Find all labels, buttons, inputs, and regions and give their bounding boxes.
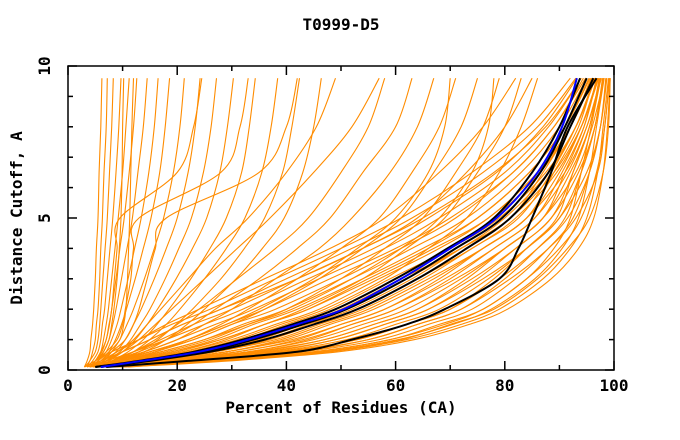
x-tick-label: 100: [600, 376, 629, 395]
model-curves-orange-path: [92, 77, 590, 368]
model-curves-orange-path: [117, 78, 607, 368]
model-curves-orange-path: [106, 78, 500, 368]
model-curves-orange-path: [100, 78, 479, 368]
y-tick-label: 5: [35, 213, 54, 223]
model-curves-orange-path: [89, 77, 517, 368]
model-curves-orange-path: [86, 78, 114, 368]
model-curves-orange-path: [89, 78, 138, 368]
model-curves-orange-path: [95, 78, 386, 368]
x-axis-label: Percent of Residues (CA): [225, 398, 456, 417]
model-curves-orange-path: [89, 78, 203, 368]
axis-ticks: [67, 65, 615, 371]
y-tick-label: 0: [35, 365, 54, 375]
x-tick-label: 20: [168, 376, 187, 395]
model-curves-orange-path: [97, 78, 595, 368]
model-curves-orange-path: [89, 78, 135, 368]
model-curves-orange-path: [86, 78, 122, 368]
model-curves-orange-path: [83, 78, 103, 368]
chart-title: T0999-D5: [302, 15, 379, 34]
x-tick-label: 60: [386, 376, 405, 395]
model-curves-orange-path: [117, 78, 605, 368]
model-curves-orange-path: [95, 78, 451, 368]
model-curves-orange-path: [114, 78, 602, 368]
model-curves-orange-path: [106, 78, 522, 368]
model-curves-orange: [83, 77, 611, 368]
x-tick-label: 80: [495, 376, 514, 395]
model-curves-orange-path: [106, 78, 601, 368]
model-curves-orange-path: [128, 78, 611, 368]
y-axis-label: Distance Cutoff, A: [7, 131, 26, 305]
model-curves-orange-path: [103, 78, 598, 368]
model-curves-orange-path: [95, 77, 380, 368]
model-curves-orange-path: [117, 78, 607, 368]
model-curves-orange-path: [89, 77, 584, 368]
reference-curves-black-path: [100, 77, 595, 368]
model-curves-orange-path: [100, 78, 598, 368]
model-curves-orange-path: [122, 78, 610, 368]
curves-layer: [83, 77, 611, 368]
model-curves-orange-path: [89, 77, 533, 368]
y-tick-label: 10: [35, 56, 54, 75]
model-curves-orange-path: [100, 78, 301, 368]
model-curves-orange-path: [117, 78, 608, 368]
reference-curve-blue: [100, 77, 578, 368]
model-curves-orange-path: [95, 77, 596, 368]
model-curves-orange-path: [95, 78, 218, 368]
model-curves-orange-path: [97, 78, 256, 368]
x-tick-label: 0: [63, 376, 73, 395]
model-curves-orange-path: [100, 78, 495, 368]
chart-text: T0999-D5 Percent of Residues (CA) Distance…: [7, 15, 628, 417]
model-curves-orange-path: [89, 78, 298, 368]
x-tick-label: 40: [277, 376, 296, 395]
model-curves-orange-path: [89, 78, 249, 368]
model-curves-orange-path: [95, 78, 413, 368]
model-curves-orange-path: [89, 77, 588, 368]
model-curves-orange-path: [100, 78, 435, 368]
model-curves-orange-path: [89, 78, 125, 368]
reference-curves-black-path: [106, 77, 598, 368]
model-curves-orange-path: [83, 78, 108, 368]
reference-curve-blue-path: [100, 77, 578, 368]
